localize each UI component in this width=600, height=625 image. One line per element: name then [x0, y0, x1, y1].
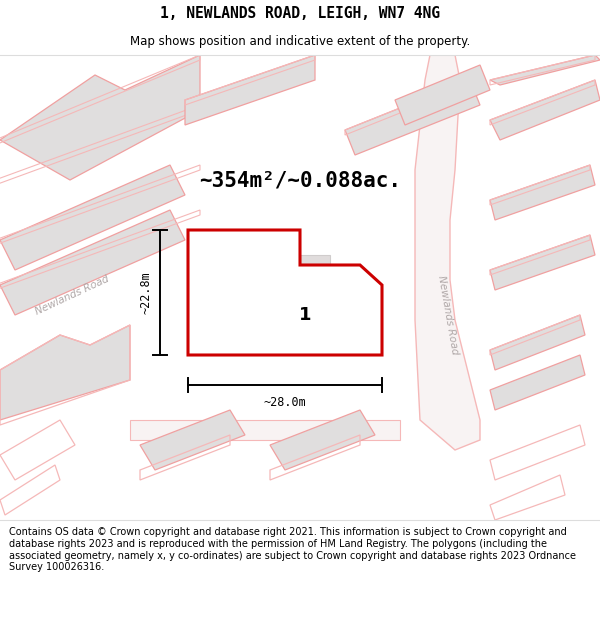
Polygon shape	[0, 55, 200, 180]
Text: 1: 1	[299, 306, 311, 324]
Polygon shape	[490, 165, 595, 220]
Polygon shape	[255, 255, 330, 315]
Polygon shape	[0, 325, 130, 420]
Polygon shape	[415, 55, 480, 450]
Text: ~22.8m: ~22.8m	[139, 271, 152, 314]
Polygon shape	[130, 420, 400, 440]
Polygon shape	[185, 55, 315, 125]
Polygon shape	[490, 315, 585, 370]
Polygon shape	[395, 65, 490, 125]
Text: Newlands Road: Newlands Road	[436, 274, 460, 356]
Polygon shape	[140, 410, 245, 470]
Polygon shape	[490, 80, 600, 140]
Polygon shape	[0, 165, 185, 270]
Text: ~354m²/~0.088ac.: ~354m²/~0.088ac.	[199, 170, 401, 190]
Polygon shape	[490, 235, 595, 290]
Text: Contains OS data © Crown copyright and database right 2021. This information is : Contains OS data © Crown copyright and d…	[9, 528, 576, 572]
Text: Map shows position and indicative extent of the property.: Map shows position and indicative extent…	[130, 35, 470, 48]
Polygon shape	[0, 210, 185, 315]
Polygon shape	[270, 410, 375, 470]
Polygon shape	[188, 230, 382, 355]
Polygon shape	[490, 355, 585, 410]
Polygon shape	[345, 80, 480, 155]
Text: ~28.0m: ~28.0m	[263, 396, 307, 409]
Text: 1, NEWLANDS ROAD, LEIGH, WN7 4NG: 1, NEWLANDS ROAD, LEIGH, WN7 4NG	[160, 6, 440, 21]
Polygon shape	[490, 55, 600, 85]
Text: Newlands Road: Newlands Road	[34, 274, 110, 316]
